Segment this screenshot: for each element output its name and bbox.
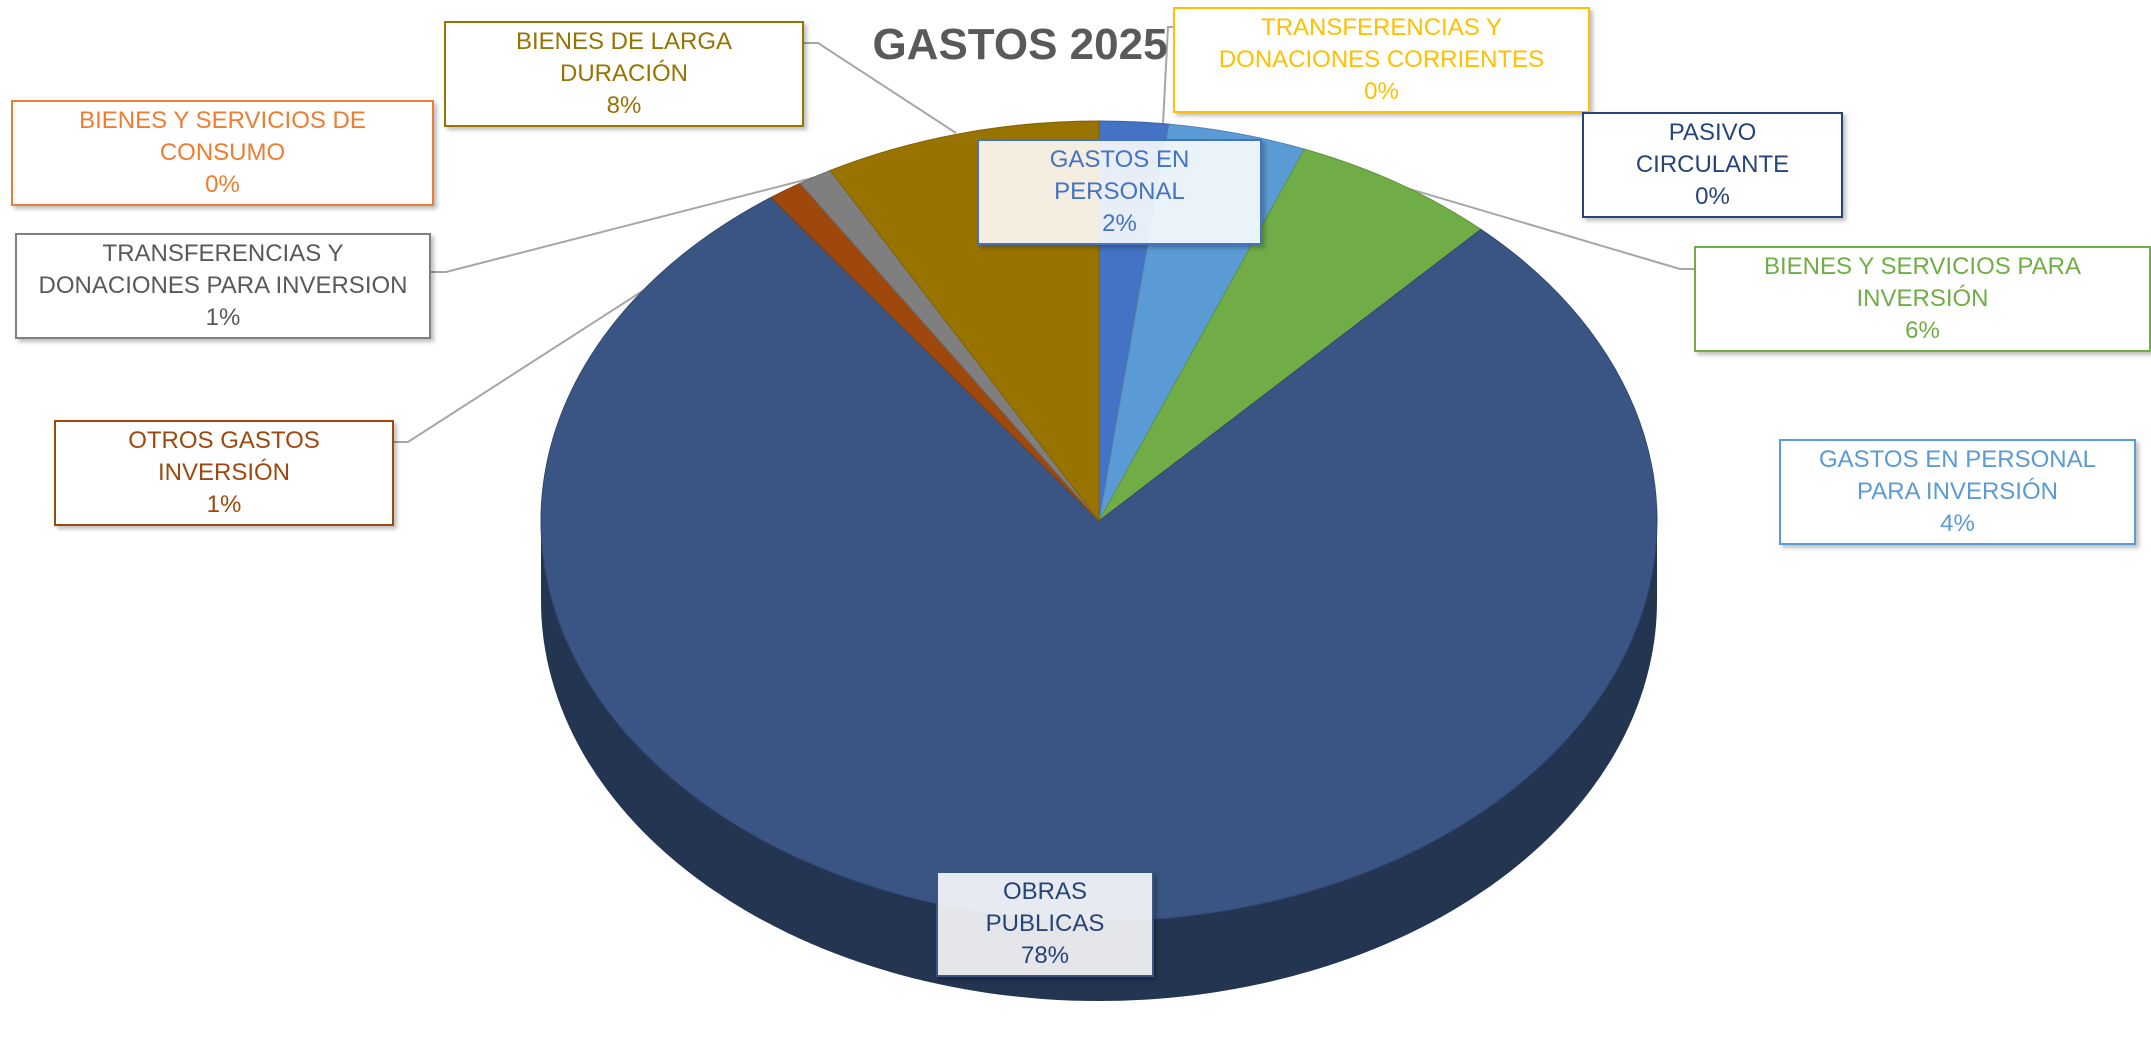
label-name: BIENES Y SERVICIOS PARA INVERSIÓN xyxy=(1702,251,2143,315)
label-value: 78% xyxy=(944,940,1146,972)
data-label: TRANSFERENCIAS Y DONACIONES PARA INVERSI… xyxy=(15,233,431,339)
label-name: OTROS GASTOS INVERSIÓN xyxy=(62,425,386,489)
label-name: TRANSFERENCIAS Y DONACIONES PARA INVERSI… xyxy=(23,238,423,302)
label-name: GASTOS EN PERSONAL xyxy=(985,144,1254,208)
label-value: 0% xyxy=(1590,181,1835,213)
label-name: TRANSFERENCIAS Y DONACIONES CORRIENTES xyxy=(1181,12,1582,76)
label-name: BIENES Y SERVICIOS DE CONSUMO xyxy=(19,105,426,169)
label-value: 2% xyxy=(985,208,1254,240)
label-value: 4% xyxy=(1787,508,2128,540)
label-value: 0% xyxy=(19,169,426,201)
label-name: OBRAS PUBLICAS xyxy=(944,876,1146,940)
page: GASTOS 2025 (() => { const data = JSON.p… xyxy=(0,0,2151,1047)
label-name: BIENES DE LARGA DURACIÓN xyxy=(452,26,796,90)
label-name: GASTOS EN PERSONAL PARA INVERSIÓN xyxy=(1787,444,2128,508)
label-value: 6% xyxy=(1702,315,2143,347)
label-value: 0% xyxy=(1181,76,1582,108)
label-value: 1% xyxy=(62,489,386,521)
label-value: 8% xyxy=(452,90,796,122)
label-name: PASIVO CIRCULANTE xyxy=(1590,117,1835,181)
label-value: 1% xyxy=(23,302,423,334)
